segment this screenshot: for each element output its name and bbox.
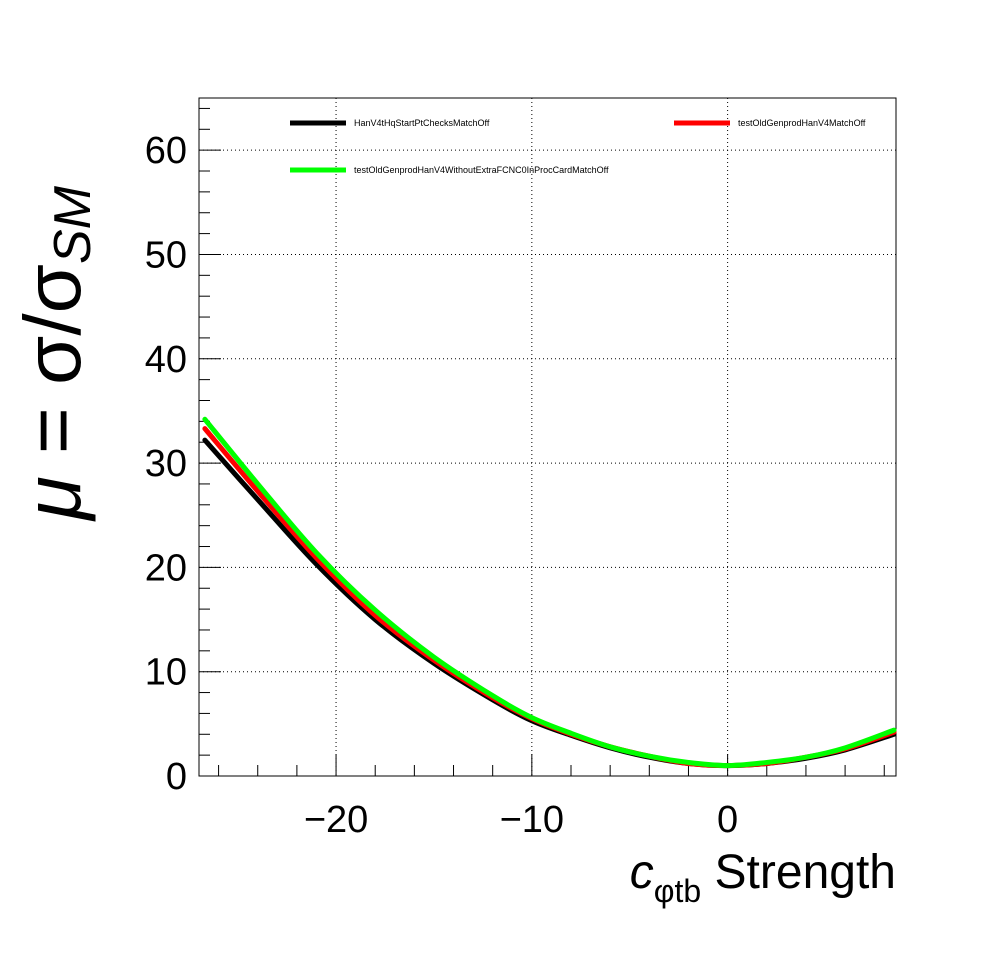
y-tick-label: 30 <box>145 443 187 485</box>
x-axis-title: cφtb Strength <box>630 846 896 909</box>
y-tick-label: 40 <box>145 339 187 381</box>
y-tick-label: 10 <box>145 652 187 694</box>
series-line-3 <box>202 416 897 769</box>
x-axis-title-subscript: φtb <box>654 873 701 909</box>
y-tick-label: 60 <box>145 130 187 172</box>
grid <box>199 98 896 776</box>
x-axis-title-text: Strength <box>701 846 896 899</box>
x-tick-label: −10 <box>500 799 564 841</box>
plot-frame <box>198 97 897 777</box>
series-group <box>202 416 897 769</box>
y-tick-label: 50 <box>145 234 187 276</box>
series-line-2 <box>202 426 897 769</box>
legend-label-1: HanV4tHqStartPtChecksMatchOff <box>354 118 490 128</box>
legend-label-2: testOldGenprodHanV4MatchOff <box>738 118 866 128</box>
y-axis-title: μ = σ/σSM <box>8 185 102 522</box>
y-tick-label: 20 <box>145 547 187 589</box>
x-axis-title-var: c <box>630 846 654 899</box>
legend-label-3: testOldGenprodHanV4WithoutExtraFCNC0InPr… <box>354 165 609 175</box>
series-line-1 <box>202 437 897 769</box>
y-tick-label: 0 <box>166 756 187 798</box>
x-tick-label: −20 <box>304 799 368 841</box>
y-axis-title-ratio: = σ/σ <box>8 264 97 476</box>
y-axis-title-mu: μ <box>8 476 97 522</box>
axis-ticks: 0 10 20 30 40 50 60 −20 −10 0 <box>145 107 885 841</box>
legend: HanV4tHqStartPtChecksMatchOff testOldGenp… <box>290 118 866 175</box>
x-tick-label: 0 <box>717 799 738 841</box>
y-axis-title-subscript: SM <box>44 185 102 264</box>
